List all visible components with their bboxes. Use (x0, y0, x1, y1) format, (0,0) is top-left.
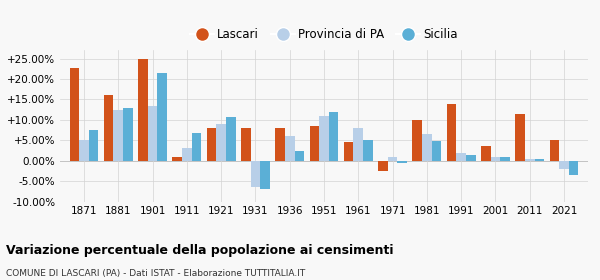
Bar (217, 124, 226, 161)
Bar (447, 104, 457, 161)
Bar (550, 140, 559, 161)
Bar (515, 114, 525, 161)
Bar (412, 120, 422, 161)
Bar (344, 142, 353, 161)
Bar (466, 155, 476, 161)
Text: Variazione percentuale della popolazione ai censimenti: Variazione percentuale della popolazione… (6, 244, 394, 256)
Bar (422, 134, 431, 161)
Bar (535, 159, 544, 161)
Bar (172, 157, 182, 161)
Bar (353, 128, 363, 161)
Bar (157, 73, 167, 161)
Bar (123, 108, 133, 161)
Bar (260, 161, 270, 189)
Bar (226, 116, 236, 161)
Bar (559, 161, 569, 169)
Bar (388, 157, 397, 161)
Bar (397, 161, 407, 163)
Bar (251, 161, 260, 187)
Bar (241, 128, 251, 161)
Bar (148, 106, 157, 161)
Bar (113, 110, 123, 161)
Bar (79, 140, 89, 161)
Bar (285, 136, 295, 161)
Bar (457, 153, 466, 161)
Bar (378, 161, 388, 171)
Bar (310, 126, 319, 161)
Legend: Lascari, Provincia di PA, Sicilia: Lascari, Provincia di PA, Sicilia (185, 23, 463, 45)
Bar (207, 128, 217, 161)
Bar (89, 130, 98, 161)
Bar (525, 159, 535, 161)
Bar (363, 140, 373, 161)
Bar (191, 133, 201, 161)
Bar (275, 128, 285, 161)
Bar (295, 151, 304, 161)
Bar (431, 141, 441, 161)
Bar (481, 146, 491, 161)
Bar (491, 157, 500, 161)
Bar (104, 95, 113, 161)
Bar (500, 157, 510, 161)
Bar (329, 112, 338, 161)
Bar (319, 116, 329, 161)
Text: COMUNE DI LASCARI (PA) - Dati ISTAT - Elaborazione TUTTITALIA.IT: COMUNE DI LASCARI (PA) - Dati ISTAT - El… (6, 269, 305, 278)
Bar (70, 67, 79, 161)
Bar (569, 161, 578, 175)
Bar (138, 59, 148, 161)
Bar (182, 148, 191, 161)
